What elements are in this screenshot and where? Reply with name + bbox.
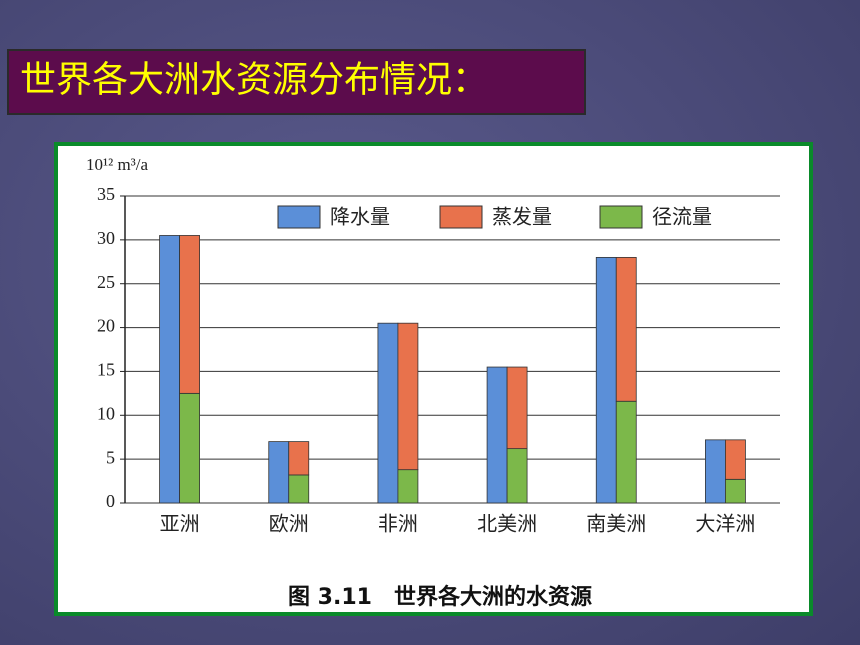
bar [486,366,508,504]
legend-label: 径流量 [652,205,712,229]
x-tick-label: 南美洲 [586,512,646,536]
legend-swatch [439,205,483,229]
bar [705,439,726,504]
y-tick-label: 25 [97,272,115,292]
legend-swatch [599,205,643,229]
x-tick-label: 欧洲 [269,512,309,536]
y-tick-label: 30 [97,228,115,248]
title-box [7,49,586,115]
y-tick-label: 10 [97,403,115,423]
y-tick-label: 15 [97,360,115,380]
bar-segment [506,366,528,450]
legend-label: 降水量 [330,205,390,229]
bar-segment [179,235,200,394]
bar [377,322,399,504]
bar-segment [288,441,310,476]
legend-swatch [277,205,321,229]
x-tick-label: 非洲 [378,512,418,536]
y-tick-label: 5 [106,447,115,467]
bar [159,235,180,504]
bar-segment [397,469,419,504]
y-tick-label: 35 [97,184,115,204]
chart-caption: 图 3.11 世界各大洲的水资源 [288,584,592,610]
y-tick-label: 20 [97,316,115,336]
bar-segment [397,322,419,471]
bar-segment [725,478,746,504]
bar-segment [615,400,637,504]
y-tick-label: 0 [106,491,115,511]
bar-segment [179,392,200,504]
bar-segment [615,256,637,402]
x-tick-label: 北美洲 [477,512,537,536]
bar-segment [288,474,310,504]
bar [595,256,617,504]
bar [268,441,290,504]
legend-label: 蒸发量 [492,205,552,229]
y-axis-label: 10¹² m³/a [86,155,148,174]
bar-segment [506,448,528,504]
x-tick-label: 大洋洲 [695,512,755,536]
x-tick-label: 亚洲 [160,512,200,536]
bar-segment [725,439,746,480]
chart: 0 5 10 15 20 25 30 35 亚洲 欧洲 非洲 北美洲 南美洲 大洋洲 降水量 蒸发量 径流量 [97,184,780,536]
slide-title: 世界各大洲水资源分布情况： [20,59,488,99]
